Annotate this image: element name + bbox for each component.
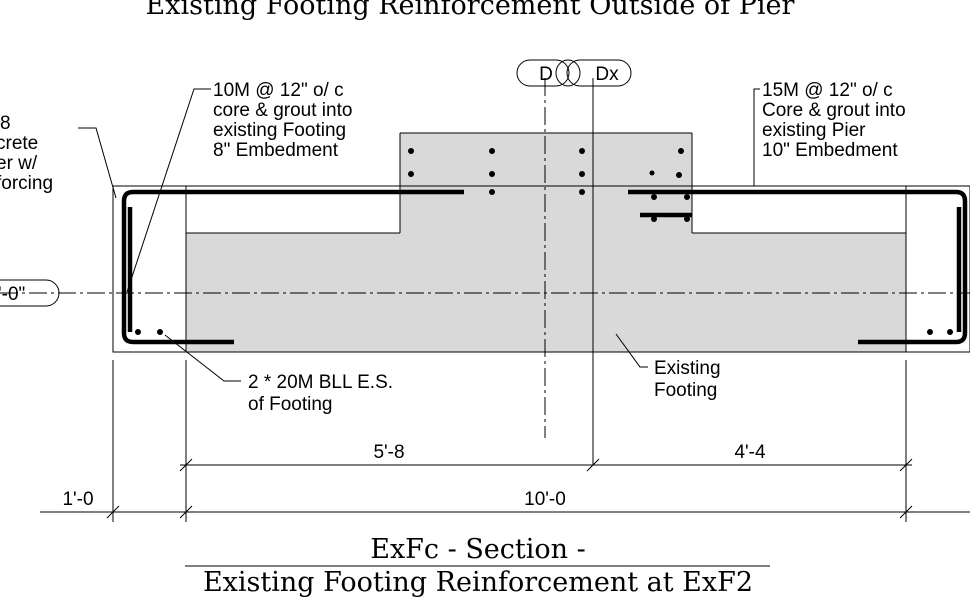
note-line: Existing <box>654 358 721 379</box>
rebar-dots <box>135 148 953 335</box>
left-bent-bar <box>121 189 464 345</box>
rebar-dot <box>651 216 657 222</box>
rebar-dot <box>678 148 684 154</box>
note-line: existing Pier <box>762 120 866 141</box>
new-concrete-outline <box>112 185 970 353</box>
rebar-dot <box>157 329 163 335</box>
rebar-dot <box>684 194 690 200</box>
dim-right-segment: 4'-4 <box>734 442 766 463</box>
note-line: 10M @ 12" o/ c <box>213 80 344 101</box>
grid-bubble: D Dx <box>516 59 632 87</box>
rebar-dot <box>579 189 585 195</box>
elevation-label: '-0" <box>0 284 25 305</box>
note-existing-footing: Existing Footing <box>654 358 721 401</box>
leader-left-bar <box>126 88 211 293</box>
rebar-dot <box>489 189 495 195</box>
dim-left-segment: 5'-8 <box>373 442 404 463</box>
rebar-dot <box>489 171 495 177</box>
section-subtitle: Existing Footing Reinforcement at ExF2 <box>203 567 753 598</box>
rebar-dot <box>947 329 953 335</box>
note-line: crete <box>0 133 38 154</box>
note-left-bar: 10M @ 12" o/ c core & grout into existin… <box>213 80 352 161</box>
rebar-dot <box>408 148 414 154</box>
note-line: 8 <box>0 113 11 134</box>
rebar-dot <box>651 194 657 200</box>
dim-edge: 1'-0 <box>62 489 93 510</box>
note-line: 8" Embedment <box>213 140 339 161</box>
note-line: Core & grout into <box>762 100 906 121</box>
existing-pier <box>400 133 692 233</box>
note-line: core & grout into <box>213 100 352 121</box>
rebar-dot <box>135 329 141 335</box>
section-title: ExFc - Section - <box>370 534 586 565</box>
rebar-dot <box>579 148 585 154</box>
note-left-cut: 8 crete er w/ forcing <box>0 113 53 194</box>
note-line: Footing <box>654 380 717 401</box>
rebar-dot <box>676 172 682 178</box>
dim-overall: 10'-0 <box>524 489 566 510</box>
note-right-bar: 15M @ 12" o/ c Core & grout into existin… <box>762 80 906 161</box>
grid-label-d: D <box>539 64 553 85</box>
rebar-dot <box>579 171 585 177</box>
rebar-dot <box>489 148 495 154</box>
note-line: er w/ <box>0 153 38 174</box>
note-line: existing Footing <box>213 120 346 141</box>
note-line: of Footing <box>248 394 333 415</box>
leader-left-cut <box>78 127 117 199</box>
top-title: Existing Footing Reinforcement Outside o… <box>146 0 795 21</box>
grid-label-dx: Dx <box>595 64 619 85</box>
note-line: forcing <box>0 173 53 194</box>
leader-existing-footing <box>615 333 648 368</box>
rebar-dot <box>649 170 655 176</box>
rebar-dot <box>684 216 690 222</box>
note-line: 15M @ 12" o/ c <box>762 80 893 101</box>
elevation-bubble: '-0" <box>0 279 60 307</box>
leader-right-bar <box>753 88 760 186</box>
note-line: 10" Embedment <box>762 140 898 161</box>
dimension-ticks <box>106 458 913 519</box>
note-line: 2 * 20M BLL E.S. <box>248 372 393 393</box>
rebar-dot <box>408 171 414 177</box>
note-bottom-bars: 2 * 20M BLL E.S. of Footing <box>248 372 393 415</box>
right-bent-bar <box>628 189 968 345</box>
rebar-dot <box>927 329 933 335</box>
leader-bottom-bars <box>164 334 241 382</box>
